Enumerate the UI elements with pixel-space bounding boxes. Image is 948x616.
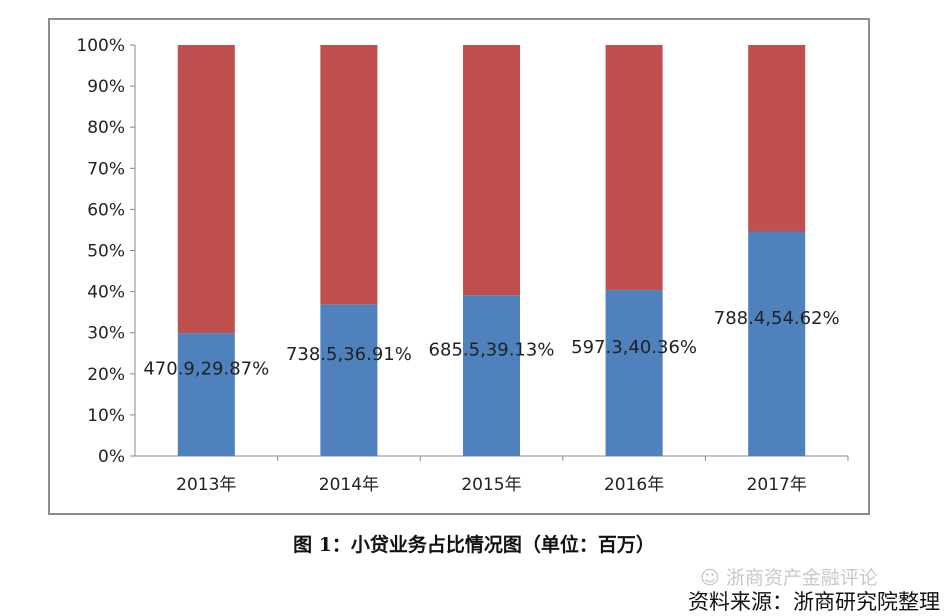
x-tick-label: 2015年 xyxy=(461,475,521,495)
bar-segment-0 xyxy=(462,295,521,456)
data-label: 788.4,54.62% xyxy=(714,308,840,329)
bar-segment-0 xyxy=(177,333,235,456)
wechat-icon: ☺ xyxy=(700,567,726,589)
bar-segment-0 xyxy=(605,290,663,456)
y-tick-label: 30% xyxy=(87,324,125,344)
y-tick-label: 20% xyxy=(87,365,125,385)
x-tick-label: 2017年 xyxy=(747,475,807,495)
y-tick-label: 60% xyxy=(87,200,125,220)
y-tick-label: 10% xyxy=(87,406,125,426)
y-tick-label: 0% xyxy=(98,447,125,467)
data-label: 685.5,39.13% xyxy=(429,340,555,361)
bar-segment-1 xyxy=(605,45,663,291)
bar-segment-0 xyxy=(748,231,806,456)
y-tick-label: 70% xyxy=(87,159,125,179)
source-note: 资料来源：浙商研究院整理 xyxy=(688,590,940,614)
y-tick-label: 80% xyxy=(87,118,125,138)
chart-frame xyxy=(48,18,870,515)
x-tick-label: 2014年 xyxy=(319,475,379,495)
y-tick-label: 100% xyxy=(76,36,125,56)
data-label: 470.9,29.87% xyxy=(143,359,269,380)
bar-segment-1 xyxy=(748,45,806,232)
bar-segment-1 xyxy=(177,45,235,334)
x-tick-label: 2013年 xyxy=(176,475,236,495)
bar-segment-1 xyxy=(462,45,521,296)
data-label: 738.5,36.91% xyxy=(286,344,412,365)
watermark: ☺ 浙商资产金融评论 xyxy=(700,567,878,589)
y-tick-label: 50% xyxy=(87,242,125,262)
bar-segment-0 xyxy=(320,304,378,456)
y-tick-label: 90% xyxy=(87,77,125,97)
data-label: 597.3,40.36% xyxy=(571,337,697,358)
y-tick-label: 40% xyxy=(87,283,125,303)
figure-caption: 图 1：小贷业务占比情况图（单位：百万） xyxy=(293,534,655,556)
bar-segment-1 xyxy=(320,45,378,305)
x-tick-label: 2016年 xyxy=(604,475,664,495)
